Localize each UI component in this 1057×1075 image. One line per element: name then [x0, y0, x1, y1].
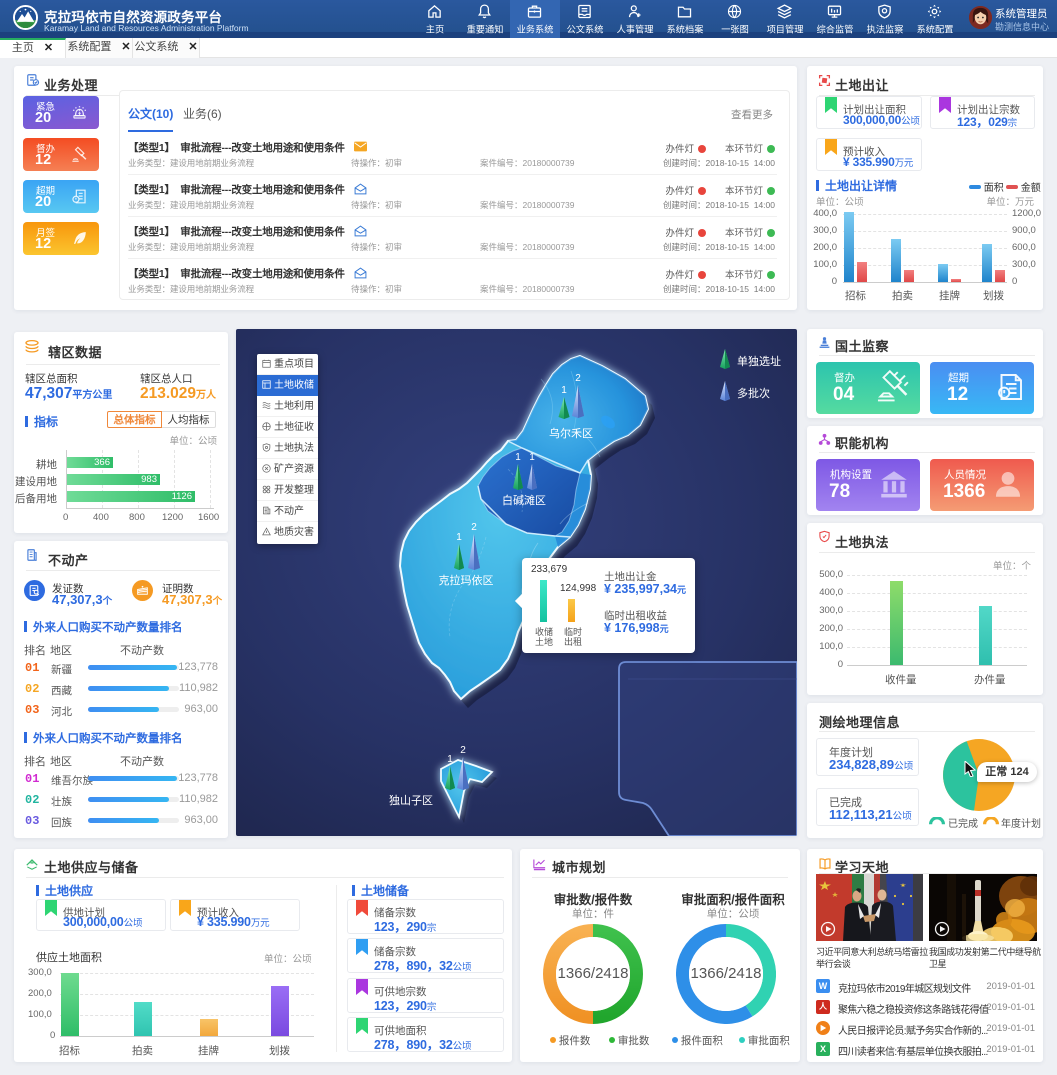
svg-text:克拉玛依区: 克拉玛依区 [439, 573, 494, 587]
svg-text:1: 1 [447, 754, 453, 765]
svg-text:1: 1 [456, 532, 462, 543]
svg-text:乌尔禾区: 乌尔禾区 [549, 426, 593, 440]
svg-text:单独选址: 单独选址 [737, 354, 781, 368]
svg-text:1: 1 [561, 385, 567, 396]
svg-text:1: 1 [515, 452, 521, 463]
svg-text:2: 2 [575, 373, 581, 384]
svg-text:2: 2 [471, 522, 477, 533]
svg-text:独山子区: 独山子区 [389, 794, 433, 807]
svg-text:白碱滩区: 白碱滩区 [502, 493, 546, 507]
svg-text:1: 1 [529, 452, 535, 463]
svg-text:多批次: 多批次 [737, 386, 770, 400]
svg-text:2: 2 [460, 745, 466, 756]
